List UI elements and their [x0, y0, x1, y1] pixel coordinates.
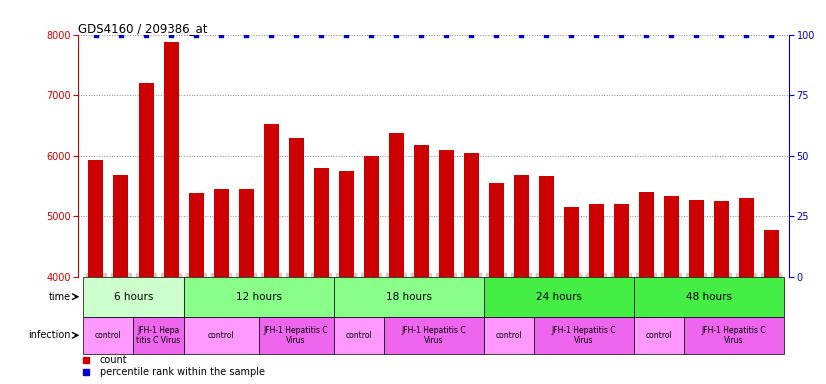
- Point: [765, 31, 778, 38]
- Bar: [214, 189, 229, 384]
- Point: [665, 31, 678, 38]
- Point: [515, 31, 528, 38]
- Point: [289, 31, 302, 38]
- Point: [164, 31, 178, 38]
- Point: [140, 31, 153, 38]
- Bar: [139, 83, 154, 384]
- Bar: [414, 145, 429, 384]
- Bar: [614, 204, 629, 384]
- Point: [89, 31, 102, 38]
- Bar: [463, 153, 479, 384]
- Text: time: time: [49, 292, 71, 302]
- Bar: [239, 189, 254, 384]
- Text: JFH-1 Hepatitis C
Virus: JFH-1 Hepatitis C Virus: [552, 326, 616, 345]
- Bar: [83, 277, 183, 316]
- Bar: [383, 316, 484, 354]
- Text: count: count: [100, 355, 127, 365]
- Bar: [539, 176, 553, 384]
- Text: 18 hours: 18 hours: [386, 292, 432, 302]
- Point: [390, 31, 403, 38]
- Bar: [388, 133, 404, 384]
- Bar: [664, 196, 679, 384]
- Text: 48 hours: 48 hours: [686, 292, 732, 302]
- Text: 6 hours: 6 hours: [114, 292, 153, 302]
- Point: [264, 31, 278, 38]
- Bar: [563, 207, 579, 384]
- Bar: [764, 230, 779, 384]
- Bar: [634, 277, 784, 316]
- Text: GDS4160 / 209386_at: GDS4160 / 209386_at: [78, 22, 208, 35]
- Text: control: control: [496, 331, 522, 340]
- Bar: [288, 137, 304, 384]
- Bar: [259, 316, 334, 354]
- Bar: [183, 277, 334, 316]
- Point: [490, 31, 503, 38]
- Text: JFH-1 Hepatitis C
Virus: JFH-1 Hepatitis C Virus: [263, 326, 329, 345]
- Bar: [489, 183, 504, 384]
- Bar: [634, 316, 684, 354]
- Text: JFH-1 Hepatitis C
Virus: JFH-1 Hepatitis C Virus: [401, 326, 466, 345]
- Text: control: control: [207, 331, 235, 340]
- Point: [215, 31, 228, 38]
- Bar: [113, 175, 129, 384]
- Bar: [484, 277, 634, 316]
- Point: [714, 31, 728, 38]
- Bar: [334, 277, 484, 316]
- Bar: [689, 200, 704, 384]
- Bar: [514, 175, 529, 384]
- Point: [615, 31, 628, 38]
- Text: infection: infection: [28, 330, 71, 340]
- Bar: [589, 204, 604, 384]
- Point: [439, 31, 453, 38]
- Text: control: control: [95, 331, 122, 340]
- Text: JFH-1 Hepa
titis C Virus: JFH-1 Hepa titis C Virus: [136, 326, 181, 345]
- Point: [189, 31, 202, 38]
- Bar: [738, 198, 754, 384]
- Point: [539, 31, 553, 38]
- Bar: [714, 200, 729, 384]
- Text: percentile rank within the sample: percentile rank within the sample: [100, 367, 265, 377]
- Point: [315, 31, 328, 38]
- Bar: [534, 316, 634, 354]
- Bar: [439, 150, 453, 384]
- Text: 12 hours: 12 hours: [235, 292, 282, 302]
- Text: control: control: [645, 331, 672, 340]
- Point: [740, 31, 753, 38]
- Bar: [88, 160, 103, 384]
- Point: [339, 31, 353, 38]
- Bar: [263, 124, 278, 384]
- Bar: [363, 156, 378, 384]
- Point: [639, 31, 653, 38]
- Point: [240, 31, 253, 38]
- Point: [114, 31, 127, 38]
- Bar: [484, 316, 534, 354]
- Point: [690, 31, 703, 38]
- Bar: [183, 316, 259, 354]
- Text: control: control: [345, 331, 372, 340]
- Bar: [83, 316, 134, 354]
- Point: [415, 31, 428, 38]
- Bar: [134, 316, 183, 354]
- Point: [590, 31, 603, 38]
- Bar: [334, 316, 383, 354]
- Text: JFH-1 Hepatitis C
Virus: JFH-1 Hepatitis C Virus: [701, 326, 766, 345]
- Point: [464, 31, 477, 38]
- Bar: [638, 192, 653, 384]
- Text: 24 hours: 24 hours: [536, 292, 582, 302]
- Bar: [684, 316, 784, 354]
- Bar: [314, 168, 329, 384]
- Bar: [188, 193, 203, 384]
- Bar: [339, 171, 354, 384]
- Bar: [164, 42, 178, 384]
- Point: [565, 31, 578, 38]
- Point: [364, 31, 377, 38]
